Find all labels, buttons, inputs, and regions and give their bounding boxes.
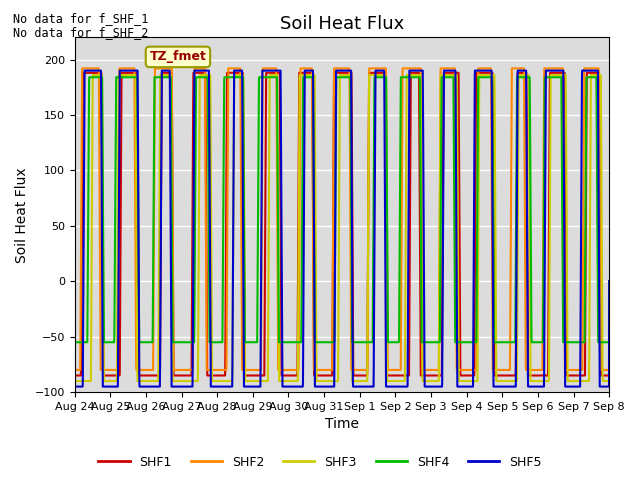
Text: TZ_fmet: TZ_fmet bbox=[150, 50, 206, 63]
SHF3 bbox=[605, 278, 613, 284]
SHF3 bbox=[276, 378, 284, 384]
SHF1 bbox=[595, 70, 603, 76]
SHF2 bbox=[299, 65, 307, 71]
Line: SHF4: SHF4 bbox=[75, 77, 609, 342]
SHF5 bbox=[595, 228, 603, 234]
Text: No data for f_SHF_2: No data for f_SHF_2 bbox=[13, 26, 148, 39]
SHF2 bbox=[132, 299, 140, 305]
SHF4 bbox=[164, 74, 172, 80]
SHF1 bbox=[299, 70, 307, 76]
SHF4 bbox=[299, 90, 307, 96]
SHF3 bbox=[538, 378, 545, 384]
SHF1 bbox=[79, 70, 86, 76]
SHF3 bbox=[89, 72, 97, 78]
SHF5 bbox=[71, 384, 79, 389]
SHF4 bbox=[85, 74, 93, 80]
SHF3 bbox=[164, 72, 172, 78]
SHF4 bbox=[538, 339, 545, 345]
SHF4 bbox=[276, 339, 284, 345]
SHF3 bbox=[299, 72, 307, 78]
SHF1 bbox=[605, 278, 613, 284]
SHF2 bbox=[164, 65, 172, 71]
SHF5 bbox=[81, 68, 88, 73]
SHF3 bbox=[132, 98, 140, 104]
SHF2 bbox=[538, 367, 545, 373]
Y-axis label: Soil Heat Flux: Soil Heat Flux bbox=[15, 167, 29, 263]
SHF1 bbox=[538, 372, 545, 378]
SHF3 bbox=[71, 378, 79, 384]
SHF2 bbox=[276, 367, 284, 373]
SHF5 bbox=[276, 68, 284, 73]
Line: SHF5: SHF5 bbox=[75, 71, 609, 386]
SHF2 bbox=[595, 80, 603, 86]
SHF4 bbox=[605, 278, 613, 284]
SHF1 bbox=[132, 70, 140, 76]
SHF5 bbox=[299, 379, 307, 385]
SHF1 bbox=[276, 73, 284, 79]
SHF2 bbox=[605, 278, 613, 284]
SHF1 bbox=[71, 372, 79, 378]
Legend: SHF1, SHF2, SHF3, SHF4, SHF5: SHF1, SHF2, SHF3, SHF4, SHF5 bbox=[93, 451, 547, 474]
SHF2 bbox=[78, 65, 86, 71]
SHF5 bbox=[538, 384, 545, 389]
SHF4 bbox=[132, 74, 140, 80]
SHF3 bbox=[595, 72, 603, 78]
X-axis label: Time: Time bbox=[325, 418, 359, 432]
SHF4 bbox=[595, 339, 603, 345]
Title: Soil Heat Flux: Soil Heat Flux bbox=[280, 15, 404, 33]
SHF1 bbox=[164, 70, 172, 76]
SHF2 bbox=[71, 367, 79, 373]
SHF4 bbox=[71, 339, 79, 345]
SHF5 bbox=[132, 68, 140, 73]
SHF5 bbox=[605, 278, 613, 284]
SHF5 bbox=[164, 68, 172, 73]
Text: No data for f_SHF_1: No data for f_SHF_1 bbox=[13, 12, 148, 25]
Line: SHF2: SHF2 bbox=[75, 68, 609, 370]
Line: SHF1: SHF1 bbox=[75, 73, 609, 375]
Line: SHF3: SHF3 bbox=[75, 75, 609, 381]
